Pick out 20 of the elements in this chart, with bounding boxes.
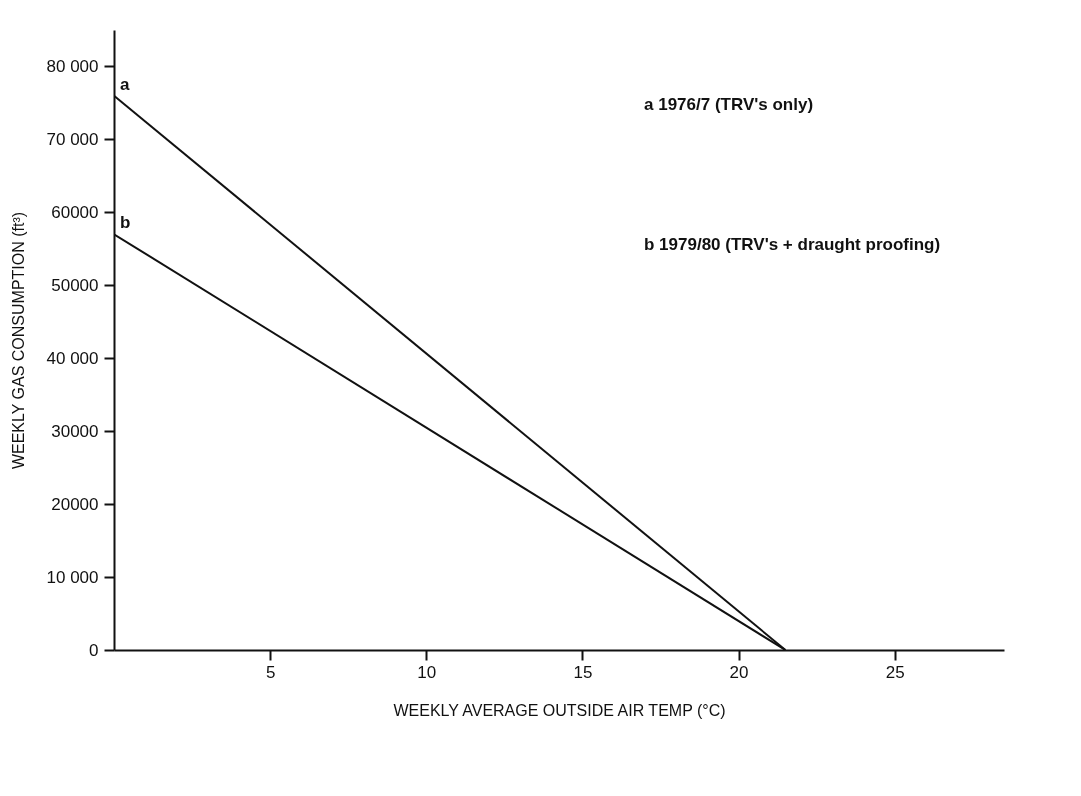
x-tick-label: 15 xyxy=(573,662,593,682)
x-axis-title: WEEKLY AVERAGE OUTSIDE AIR TEMP (°C) xyxy=(393,701,726,719)
x-tick-label: 25 xyxy=(885,662,905,682)
y-axis-title: WEEKLY GAS CONSUMPTION (ft³) xyxy=(9,211,27,470)
y-tick-label: 10 000 xyxy=(46,567,99,587)
y-tick-label: 60000 xyxy=(51,202,99,222)
series-label: a xyxy=(120,74,130,94)
annotation: b 1979/80 (TRV's + draught proofing) xyxy=(644,235,941,254)
y-tick-label: 40 000 xyxy=(46,348,99,368)
annotation: a 1976/7 (TRV's only) xyxy=(644,95,814,114)
x-tick-label: 20 xyxy=(729,662,749,682)
y-tick-label: 20000 xyxy=(51,494,99,514)
y-tick-label: 70 000 xyxy=(46,129,99,149)
y-tick-label: 30000 xyxy=(51,421,99,441)
y-tick-label: 0 xyxy=(89,640,99,660)
y-tick-label: 50000 xyxy=(51,275,99,295)
x-tick-label: 10 xyxy=(417,662,437,682)
x-tick-label: 5 xyxy=(265,662,276,682)
series-label: b xyxy=(120,213,131,233)
y-tick-label: 80 000 xyxy=(46,56,99,76)
